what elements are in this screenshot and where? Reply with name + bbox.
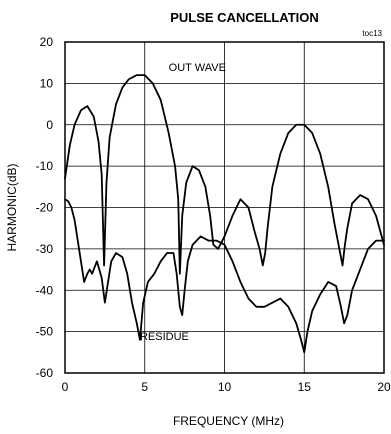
x-tick-label: 10 [218, 380, 232, 394]
y-tick-label: -20 [36, 201, 54, 215]
x-tick-label: 15 [298, 380, 312, 394]
y-tick-label: -10 [36, 159, 54, 173]
plot-frame [64, 41, 385, 374]
x-tick-label: 5 [141, 380, 148, 394]
x-tick-label: 0 [62, 380, 69, 394]
y-tick-label: 0 [46, 118, 53, 132]
chart-title: PULSE CANCELLATION [170, 10, 319, 25]
tick-labels: 0 5 10 15 20 20 10 0 -10 -20 -30 -40 -50 -60 [36, 35, 391, 394]
series-line-residue [64, 198, 385, 354]
y-tick-label: -40 [36, 283, 54, 297]
y-tick-label: 10 [40, 76, 54, 90]
series-layer [64, 74, 385, 354]
y-tick-label: -30 [36, 242, 54, 256]
y-tick-label: -60 [36, 366, 54, 380]
annotations: OUT WAVE RESIDUE [140, 62, 226, 343]
x-axis-label: FREQUENCY (MHz) [173, 414, 284, 428]
y-tick-label: 20 [40, 35, 54, 49]
chart-tag: toc13 [362, 29, 382, 38]
y-axis-label: HARMONIC(dB) [5, 163, 19, 251]
annotation-out-wave: OUT WAVE [169, 62, 226, 74]
y-tick-label: -50 [36, 325, 54, 339]
annotation-residue: RESIDUE [140, 331, 189, 343]
series-line-out-wave [64, 74, 385, 275]
grid [65, 42, 384, 373]
x-tick-label: 20 [377, 380, 391, 394]
